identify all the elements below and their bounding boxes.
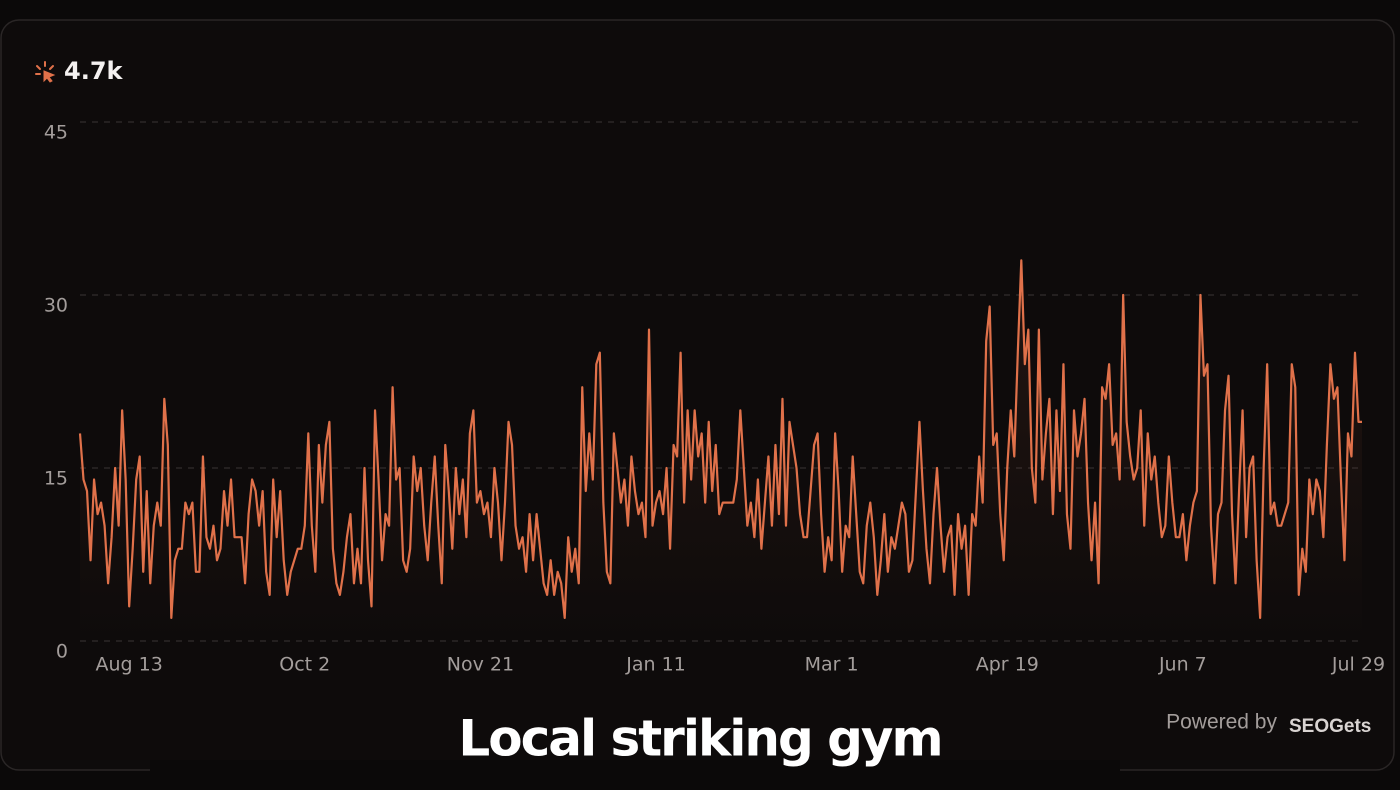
caption: Local striking gym	[458, 710, 941, 768]
metric-icon	[35, 61, 56, 83]
x-tick-label: Jan 11	[625, 654, 686, 676]
y-tick-label: 0	[56, 641, 68, 663]
x-tick-label: Apr 19	[976, 654, 1039, 676]
x-tick-label: Mar 1	[805, 654, 859, 676]
line	[78, 259, 1362, 620]
metric-value: 4.7k	[64, 57, 124, 85]
caption-backdrop	[150, 760, 1120, 790]
attribution: Powered by	[1166, 711, 1277, 734]
area	[80, 260, 1362, 641]
x-tick-label: Jun 7	[1158, 654, 1207, 676]
x-tick-label: Oct 2	[279, 654, 330, 676]
y-tick-label: 45	[44, 122, 68, 144]
brand: SEOGets	[1289, 716, 1371, 737]
y-tick-label: 30	[44, 295, 68, 317]
y-tick-label: 15	[44, 468, 68, 490]
x-tick-label: Jul 29	[1331, 654, 1385, 676]
x-tick-label: Aug 13	[96, 654, 163, 676]
x-tick-label: Nov 21	[447, 654, 514, 676]
